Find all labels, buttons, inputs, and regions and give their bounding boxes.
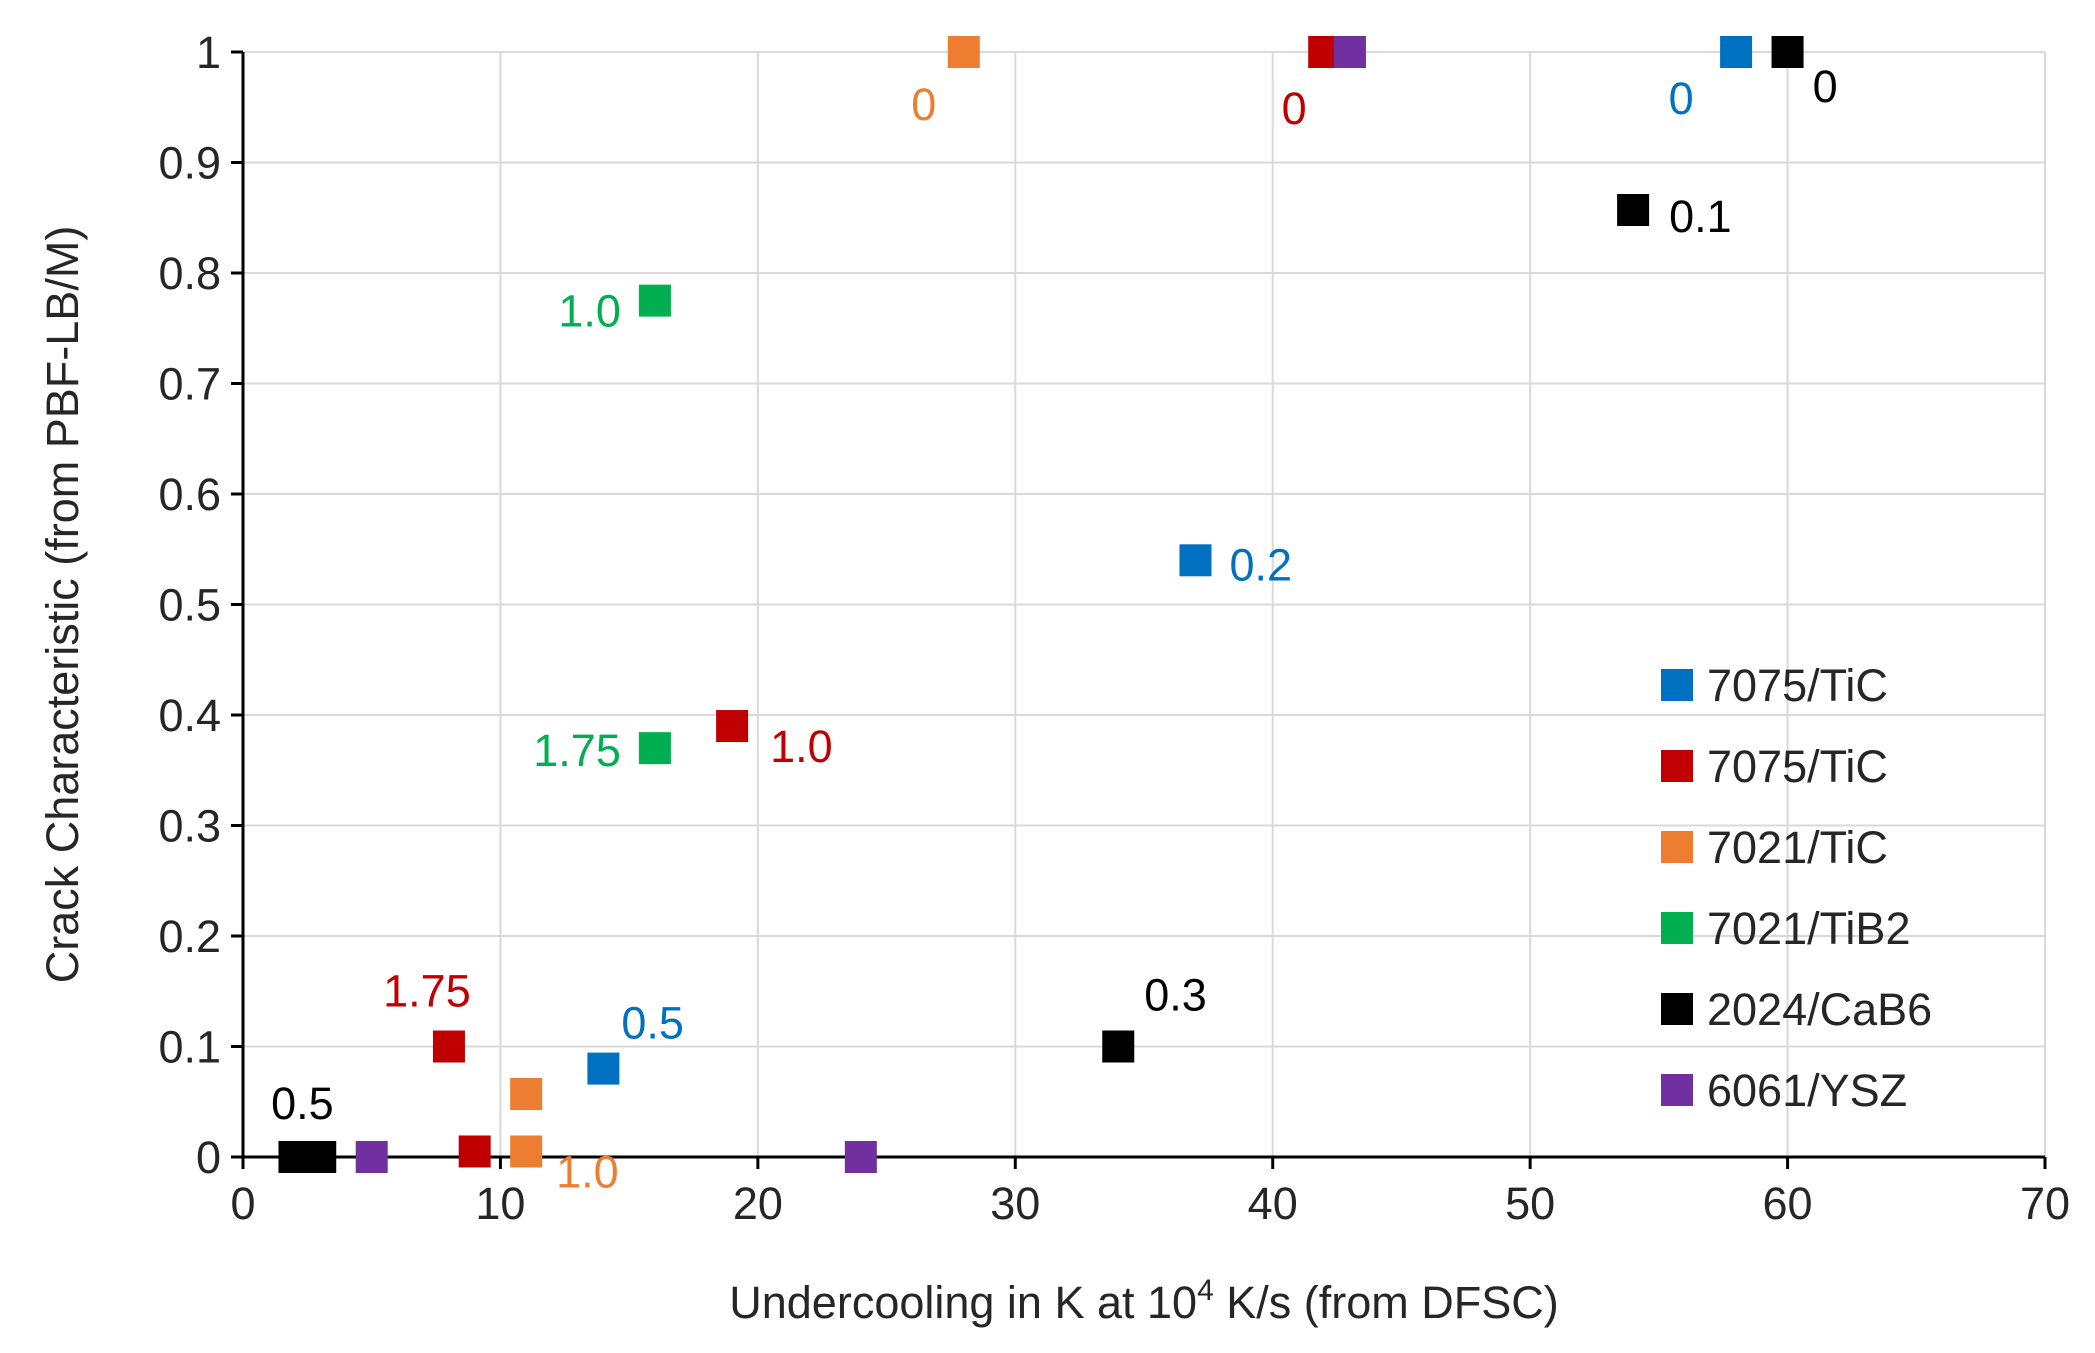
data-label: 0 <box>1669 73 1694 124</box>
x-axis-title-superscript: 4 <box>1197 1274 1214 1307</box>
data-point-7075-tic <box>716 710 749 743</box>
data-label: 0.1 <box>1669 191 1732 242</box>
data-label: 0.5 <box>621 998 684 1049</box>
data-points <box>278 36 1804 1173</box>
y-tick-label: 0.3 <box>158 801 221 852</box>
x-axis-title-part: K/s (from DFSC) <box>1214 1277 1559 1328</box>
data-label: 1.0 <box>770 721 833 772</box>
data-point-7075-tic <box>587 1052 620 1085</box>
data-point-7075-tic <box>458 1135 491 1168</box>
axes <box>231 50 2047 1169</box>
x-tick-label: 10 <box>475 1178 525 1229</box>
legend-label: 7021/TiB2 <box>1707 903 1910 954</box>
x-tick-labels: 0 10 20 30 40 50 60 70 <box>230 1178 2070 1229</box>
data-point-7021-tib2 <box>638 732 671 765</box>
data-point-7075-tic <box>1720 36 1753 68</box>
data-point-2024-cab6 <box>1617 194 1650 227</box>
data-label: 0.2 <box>1229 539 1292 590</box>
legend-label: 7021/TiC <box>1707 822 1888 873</box>
x-tick-label: 40 <box>1248 1178 1298 1229</box>
data-point-6061-ysz <box>355 1141 388 1173</box>
data-point-7021-tic <box>510 1078 543 1111</box>
data-label: 0.5 <box>271 1078 334 1129</box>
legend-swatch <box>1661 912 1693 944</box>
data-point-6061-ysz <box>844 1141 877 1173</box>
data-point-7075-tic <box>1179 544 1212 577</box>
x-tick-label: 60 <box>1763 1178 1813 1229</box>
legend-swatch <box>1661 750 1693 782</box>
legend-label: 6061/YSZ <box>1707 1065 1907 1116</box>
y-axis-title: Crack Characteristic (from PBF-LB/M) <box>37 226 88 984</box>
data-label: 0 <box>1282 83 1307 134</box>
data-label: 1.75 <box>383 966 471 1017</box>
legend-label: 7075/TiC <box>1707 660 1888 711</box>
data-point-7021-tib2 <box>638 284 671 317</box>
data-label: 1.0 <box>558 286 621 337</box>
data-point-6061-ysz <box>1333 36 1366 68</box>
y-tick-label: 0 <box>196 1132 221 1183</box>
legend: 7075/TiC 7075/TiC 7021/TiC 7021/TiB2 2024/Ca… <box>1661 660 1932 1116</box>
x-tick-label: 70 <box>2020 1178 2070 1229</box>
y-tick-label: 1 <box>196 27 221 78</box>
y-tick-label: 0.9 <box>158 138 221 189</box>
gridlines <box>243 51 2046 1157</box>
y-tick-label: 0.2 <box>158 911 221 962</box>
x-tick-label: 20 <box>733 1178 783 1229</box>
data-point-7021-tic <box>510 1135 543 1168</box>
data-labels: 0 0.2 0.5 0 1.0 1.75 0 1.0 1.0 1.75 0 0.1 0.3 0.5 <box>271 61 1838 1197</box>
data-point-7021-tic <box>947 36 980 68</box>
legend-label: 7075/TiC <box>1707 741 1888 792</box>
x-tick-label: 30 <box>990 1178 1040 1229</box>
data-label: 1.75 <box>533 725 621 776</box>
legend-swatch <box>1661 669 1693 701</box>
legend-swatch <box>1661 993 1693 1025</box>
data-label: 0.3 <box>1144 970 1207 1021</box>
x-axis-title: Undercooling in K at 104 K/s (from DFSC) <box>729 1274 1559 1328</box>
legend-swatch <box>1661 831 1693 863</box>
legend-swatch <box>1661 1074 1693 1106</box>
data-point-2024-cab6 <box>1102 1030 1135 1063</box>
data-label: 0 <box>1813 61 1838 112</box>
x-axis-title-part: Undercooling in K at 10 <box>729 1277 1197 1328</box>
y-tick-label: 0.8 <box>158 248 221 299</box>
y-tick-labels: 0 0.1 0.2 0.3 0.4 0.5 0.6 0.7 0.8 0.9 1 <box>158 27 221 1183</box>
y-tick-label: 0.1 <box>158 1022 221 1073</box>
x-tick-label: 0 <box>230 1178 255 1229</box>
data-point-2024-cab6 <box>304 1141 337 1173</box>
data-label: 1.0 <box>556 1146 619 1197</box>
data-point-7075-tic <box>432 1030 465 1063</box>
y-tick-label: 0.5 <box>158 580 221 631</box>
y-tick-label: 0.7 <box>158 359 221 410</box>
y-tick-label: 0.4 <box>158 690 221 741</box>
x-tick-label: 50 <box>1505 1178 1555 1229</box>
data-label: 0 <box>911 79 936 130</box>
legend-label: 2024/CaB6 <box>1707 984 1932 1035</box>
y-tick-label: 0.6 <box>158 469 221 520</box>
data-point-2024-cab6 <box>1771 36 1804 68</box>
